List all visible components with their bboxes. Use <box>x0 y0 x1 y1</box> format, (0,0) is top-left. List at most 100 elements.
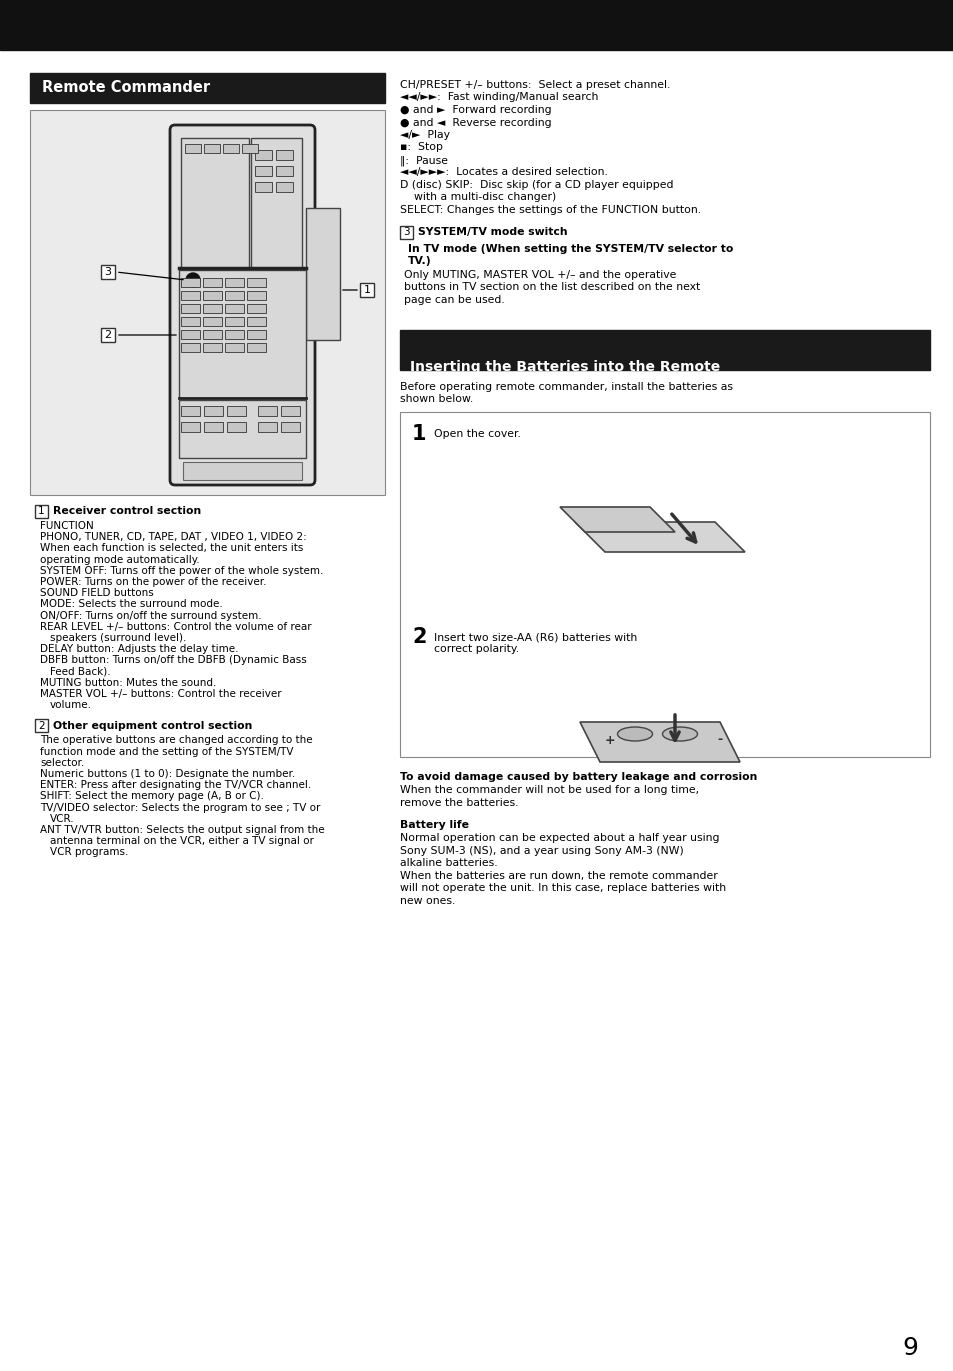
Bar <box>223 144 239 154</box>
Text: When the batteries are run down, the remote commander: When the batteries are run down, the rem… <box>399 871 717 880</box>
Text: CH/PRESET +/– buttons:  Select a preset channel.: CH/PRESET +/– buttons: Select a preset c… <box>399 80 670 90</box>
Bar <box>0 0 953 49</box>
Text: ‖:  Pause: ‖: Pause <box>399 155 448 166</box>
Text: +: + <box>604 733 615 746</box>
Bar <box>179 270 306 398</box>
Text: Battery life: Battery life <box>399 820 469 829</box>
Text: 2: 2 <box>104 330 112 340</box>
Text: Receiver control section: Receiver control section <box>53 506 201 517</box>
Text: alkaline batteries.: alkaline batteries. <box>399 858 497 868</box>
Text: ◄◄/►►►:  Locates a desired selection.: ◄◄/►►►: Locates a desired selection. <box>399 167 607 177</box>
Text: To avoid damage caused by battery leakage and corrosion: To avoid damage caused by battery leakag… <box>399 772 757 781</box>
Ellipse shape <box>617 727 652 740</box>
Text: ANT TV/VTR button: Selects the output signal from the: ANT TV/VTR button: Selects the output si… <box>40 825 324 835</box>
Text: MODE: Selects the surround mode.: MODE: Selects the surround mode. <box>40 599 222 609</box>
Bar <box>247 317 266 326</box>
Text: SOUND FIELD buttons: SOUND FIELD buttons <box>40 588 153 598</box>
Text: ◄/►  Play: ◄/► Play <box>399 130 450 140</box>
Text: PHONO, TUNER, CD, TAPE, DAT , VIDEO 1, VIDEO 2:: PHONO, TUNER, CD, TAPE, DAT , VIDEO 1, V… <box>40 532 307 542</box>
Text: D (disc) SKIP:  Disc skip (for a CD player equipped: D (disc) SKIP: Disc skip (for a CD playe… <box>399 180 673 191</box>
Text: ▪:  Stop: ▪: Stop <box>399 143 442 152</box>
Text: Only MUTING, MASTER VOL +/– and the operative: Only MUTING, MASTER VOL +/– and the oper… <box>403 270 676 280</box>
Bar <box>247 278 266 287</box>
Bar <box>183 462 302 480</box>
Circle shape <box>186 273 200 287</box>
Text: MUTING button: Mutes the sound.: MUTING button: Mutes the sound. <box>40 677 216 688</box>
Text: Other equipment control section: Other equipment control section <box>53 721 253 731</box>
Bar <box>254 149 272 160</box>
Text: Remote Commander: Remote Commander <box>42 81 210 96</box>
Text: Before operating remote commander, install the batteries as: Before operating remote commander, insta… <box>399 381 732 392</box>
Bar <box>254 182 272 192</box>
Bar <box>247 330 266 339</box>
Text: SYSTEM OFF: Turns off the power of the whole system.: SYSTEM OFF: Turns off the power of the w… <box>40 566 323 576</box>
Bar <box>242 144 257 154</box>
Bar <box>399 329 929 370</box>
Bar <box>204 144 220 154</box>
Bar <box>257 406 276 415</box>
Bar <box>181 317 200 326</box>
Text: buttons in TV section on the list described on the next: buttons in TV section on the list descri… <box>403 282 700 292</box>
Text: 2: 2 <box>412 627 426 647</box>
Bar <box>181 330 200 339</box>
Text: function mode and the setting of the SYSTEM/TV: function mode and the setting of the SYS… <box>40 747 294 757</box>
Bar <box>181 343 200 352</box>
Bar <box>257 422 276 432</box>
Bar <box>204 422 223 432</box>
Bar <box>225 343 244 352</box>
Text: VCR.: VCR. <box>50 814 74 824</box>
Text: Numeric buttons (1 to 0): Designate the number.: Numeric buttons (1 to 0): Designate the … <box>40 769 294 779</box>
Text: ● and ◄  Reverse recording: ● and ◄ Reverse recording <box>399 118 551 128</box>
Bar <box>281 422 299 432</box>
Text: MASTER VOL +/– buttons: Control the receiver: MASTER VOL +/– buttons: Control the rece… <box>40 690 281 699</box>
Bar <box>204 406 223 415</box>
Text: DELAY button: Adjusts the delay time.: DELAY button: Adjusts the delay time. <box>40 644 238 654</box>
Bar <box>203 343 222 352</box>
Bar <box>185 144 201 154</box>
Polygon shape <box>579 723 740 762</box>
Text: volume.: volume. <box>50 701 91 710</box>
Bar <box>247 291 266 300</box>
Text: Commander: Commander <box>410 374 504 388</box>
Bar <box>181 138 249 267</box>
Text: remove the batteries.: remove the batteries. <box>399 798 518 808</box>
Text: POWER: Turns on the power of the receiver.: POWER: Turns on the power of the receive… <box>40 577 266 587</box>
Text: Insert two size-AA (R6) batteries with: Insert two size-AA (R6) batteries with <box>434 632 637 642</box>
Text: VCR programs.: VCR programs. <box>50 847 129 857</box>
Text: correct polarity.: correct polarity. <box>434 644 518 654</box>
Bar <box>254 166 272 175</box>
Bar <box>35 505 48 518</box>
Bar <box>247 304 266 313</box>
Text: SYSTEM/TV mode switch: SYSTEM/TV mode switch <box>417 228 567 237</box>
Text: ON/OFF: Turns on/off the surround system.: ON/OFF: Turns on/off the surround system… <box>40 610 261 621</box>
Text: 9: 9 <box>902 1335 917 1360</box>
Bar <box>101 265 115 280</box>
Text: 3: 3 <box>105 267 112 277</box>
Bar <box>275 166 293 175</box>
Bar <box>306 208 339 340</box>
Text: 1: 1 <box>363 285 370 295</box>
Bar <box>227 422 246 432</box>
Text: 1: 1 <box>412 424 426 444</box>
Bar <box>399 225 413 239</box>
Bar <box>30 73 385 103</box>
Bar <box>203 278 222 287</box>
Text: -: - <box>717 733 721 746</box>
Text: TV.): TV.) <box>408 256 431 266</box>
Text: selector.: selector. <box>40 758 84 768</box>
Bar <box>203 304 222 313</box>
Text: shown below.: shown below. <box>399 393 473 404</box>
Text: The operative buttons are changed according to the: The operative buttons are changed accord… <box>40 735 313 746</box>
Bar <box>225 304 244 313</box>
Polygon shape <box>559 507 675 532</box>
Bar <box>359 282 374 298</box>
Bar <box>203 330 222 339</box>
Bar <box>179 400 306 458</box>
Text: 3: 3 <box>403 228 410 237</box>
FancyBboxPatch shape <box>170 125 314 485</box>
Text: page can be used.: page can be used. <box>403 295 504 304</box>
Bar <box>251 138 302 267</box>
Text: speakers (surround level).: speakers (surround level). <box>50 633 186 643</box>
Text: Feed Back).: Feed Back). <box>50 666 111 677</box>
Text: Normal operation can be expected about a half year using: Normal operation can be expected about a… <box>399 834 719 843</box>
